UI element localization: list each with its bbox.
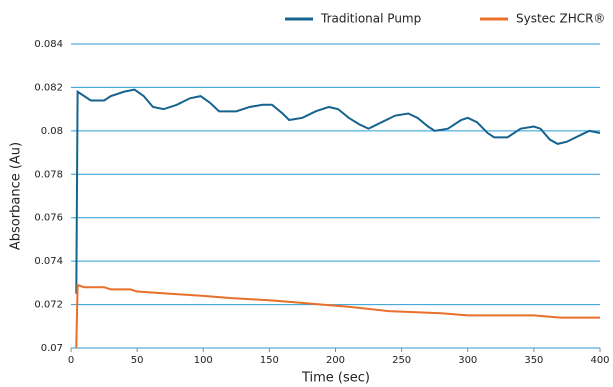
- y-tick-label: 0.082: [34, 82, 63, 93]
- y-tick-label: 0.07: [41, 343, 63, 354]
- legend-text: Traditional Pump: [320, 12, 421, 26]
- y-tick-label: 0.084: [34, 39, 63, 50]
- x-tick-label: 400: [590, 355, 609, 366]
- legend-text: Systec ZHCR®: [516, 12, 605, 26]
- y-axis-title: Absorbance (Au): [9, 142, 24, 250]
- x-tick-label: 300: [458, 355, 477, 366]
- x-tick-label: 100: [194, 355, 213, 366]
- y-tick-label: 0.076: [34, 213, 63, 224]
- x-tick-label: 50: [131, 355, 144, 366]
- y-tick-label: 0.072: [34, 300, 63, 311]
- line-series: [75, 88, 601, 294]
- x-tick-label: 250: [392, 355, 411, 366]
- y-tick-label: 0.08: [41, 126, 63, 137]
- y-tick-label: 0.074: [34, 256, 63, 267]
- x-tick-label: 200: [326, 355, 345, 366]
- x-tick-label: 0: [68, 355, 74, 366]
- line-series: [75, 283, 600, 349]
- x-tick-label: 150: [260, 355, 279, 366]
- x-tick-label: 350: [524, 355, 543, 366]
- y-tick-label: 0.078: [34, 169, 63, 180]
- x-axis-title: Time (sec): [301, 371, 370, 386]
